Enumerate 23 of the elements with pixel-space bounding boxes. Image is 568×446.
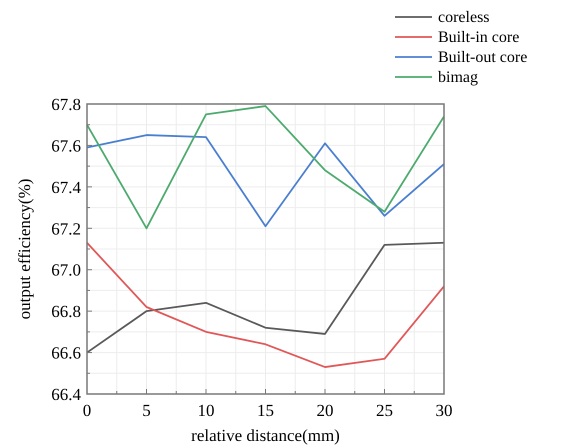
x-tick-label: 10 xyxy=(198,401,214,420)
legend-label: Built-in core xyxy=(438,29,520,46)
y-tick-label: 66.6 xyxy=(51,344,81,363)
y-tick-label: 67.0 xyxy=(51,260,81,280)
x-tick-label: 0 xyxy=(82,401,92,420)
legend-label: Built-out core xyxy=(438,49,528,66)
line-series xyxy=(86,134,445,228)
legend-label: bimag xyxy=(438,69,478,86)
x-tick-label: 15 xyxy=(257,401,274,420)
line-series xyxy=(86,105,445,230)
x-tick-label: 20 xyxy=(316,401,334,420)
x-axis-title: relative distance(mm) xyxy=(191,426,340,445)
y-tick-label: 67.6 xyxy=(51,136,81,156)
y-tick-label: 67.2 xyxy=(51,219,81,238)
x-tick-label: 5 xyxy=(142,401,151,420)
x-tick-label: 30 xyxy=(436,401,452,420)
x-tick-label: 25 xyxy=(376,401,393,420)
y-tick-label: 67.8 xyxy=(51,95,81,114)
y-tick-label: 67.4 xyxy=(51,178,82,197)
y-tick-label: 66.4 xyxy=(51,385,82,404)
y-tick-label: 66.8 xyxy=(51,302,81,322)
y-axis-title: output efficiency(%) xyxy=(15,178,34,320)
legend-label: coreless xyxy=(438,9,490,26)
